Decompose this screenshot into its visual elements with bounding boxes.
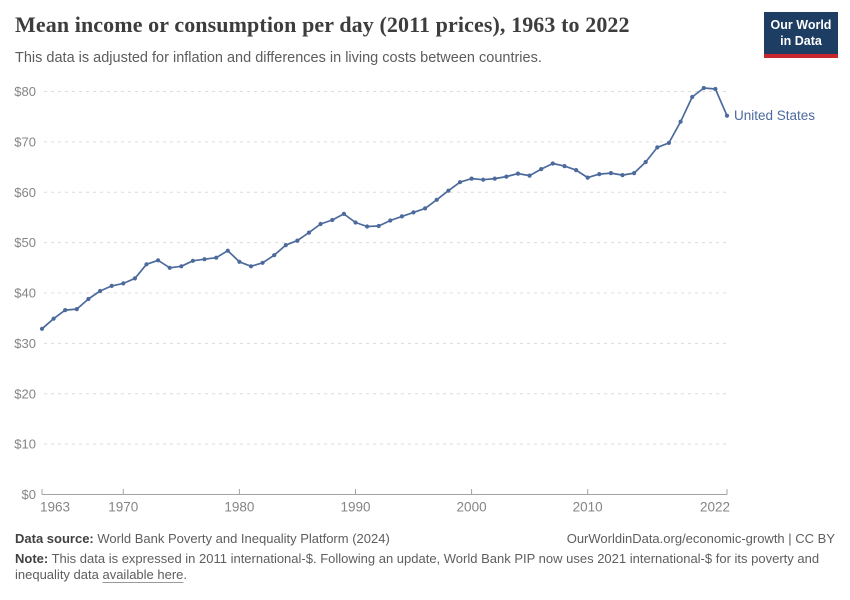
data-point[interactable] [666, 140, 672, 145]
data-point[interactable] [74, 307, 79, 312]
note-suffix: . [183, 567, 188, 583]
y-axis-label: $80 [14, 84, 36, 99]
y-axis-label: $60 [14, 185, 36, 200]
data-point[interactable] [597, 172, 602, 177]
data-point[interactable] [156, 258, 161, 263]
y-axis-label: $50 [14, 235, 36, 250]
x-axis-label: 1980 [224, 500, 254, 515]
line-chart[interactable]: $0 $10 $20 $30 $40 $50 $60 $70 $80 1963 1970 1980 19… [0, 0, 850, 528]
owid-logo-line2: in Data [780, 33, 822, 48]
chart-note: Note: This data is expressed in 2011 int… [15, 551, 830, 584]
data-point[interactable] [388, 218, 393, 223]
data-point[interactable] [678, 119, 683, 124]
x-axis-label: 1963 [40, 500, 70, 515]
data-point[interactable] [51, 316, 56, 321]
data-point[interactable] [632, 171, 637, 176]
owid-logo-line1: Our World [770, 18, 832, 32]
data-point[interactable] [608, 171, 614, 176]
data-point[interactable] [167, 265, 172, 270]
data-point[interactable] [574, 168, 579, 173]
data-point[interactable] [109, 283, 114, 288]
data-point[interactable] [365, 224, 370, 229]
attribution-license: OurWorldinData.org/economic-growth | CC … [566, 531, 835, 546]
y-axis-label: $30 [14, 336, 36, 351]
data-point[interactable] [423, 206, 428, 211]
data-point[interactable] [713, 86, 718, 92]
x-axis-label: 2022 [700, 500, 730, 515]
y-axis-label: $10 [14, 437, 36, 452]
data-point[interactable] [724, 113, 730, 118]
data-point[interactable] [690, 94, 695, 100]
data-point[interactable] [283, 243, 288, 248]
data-point[interactable] [132, 276, 137, 281]
data-point[interactable] [492, 176, 497, 181]
data-point[interactable] [63, 308, 68, 313]
data-point[interactable] [202, 257, 207, 262]
y-axis-label: $70 [14, 134, 36, 149]
data-point[interactable] [306, 230, 312, 235]
data-point[interactable] [504, 174, 509, 179]
data-point[interactable] [190, 258, 195, 263]
available-here-link[interactable]: available here [102, 567, 184, 583]
data-point[interactable] [121, 281, 126, 286]
data-point[interactable] [550, 161, 555, 166]
data-point[interactable] [701, 85, 706, 91]
data-source-label: Data source: [15, 531, 94, 546]
data-point[interactable] [376, 223, 381, 229]
data-point[interactable] [248, 264, 254, 269]
data-point[interactable] [318, 221, 323, 227]
data-point[interactable] [272, 253, 277, 258]
data-point[interactable] [515, 171, 521, 176]
data-point[interactable] [585, 175, 590, 180]
series-label-united-states[interactable]: United States [734, 108, 815, 123]
data-point[interactable] [86, 296, 91, 302]
data-point[interactable] [341, 211, 346, 216]
y-axis-label: $20 [14, 386, 36, 401]
data-point[interactable] [469, 176, 474, 181]
chart-title: Mean income or consumption per day (2011… [15, 12, 630, 37]
data-point[interactable] [562, 164, 567, 169]
data-point[interactable] [179, 264, 184, 269]
x-axis-label: 2000 [457, 500, 487, 515]
data-point[interactable] [481, 177, 486, 182]
data-point[interactable] [620, 173, 625, 178]
x-axis-label: 1990 [340, 500, 370, 515]
data-point[interactable] [237, 259, 242, 264]
data-point[interactable] [144, 262, 149, 267]
x-axis-label: 2010 [573, 500, 603, 515]
data-point[interactable] [225, 248, 230, 253]
data-point[interactable] [353, 220, 358, 225]
data-point[interactable] [399, 214, 404, 219]
data-point[interactable] [643, 159, 648, 165]
note-text: This data is expressed in 2011 internati… [15, 551, 820, 583]
data-point[interactable] [457, 180, 463, 185]
data-point[interactable] [411, 210, 416, 215]
data-point[interactable] [446, 188, 451, 193]
chart-subtitle: This data is adjusted for inflation and … [15, 50, 542, 66]
note-label: Note: [15, 551, 49, 566]
data-point[interactable] [295, 238, 300, 243]
y-axis-label: $0 [22, 487, 36, 502]
data-point[interactable] [98, 288, 103, 294]
data-point[interactable] [39, 326, 45, 331]
data-point[interactable] [330, 217, 335, 223]
y-axis-label: $40 [14, 286, 36, 301]
owid-logo[interactable]: Our World in Data [764, 12, 838, 59]
x-axis-label: 1970 [108, 500, 138, 515]
data-source: Data source: World Bank Poverty and Ineq… [15, 531, 390, 546]
data-point[interactable] [527, 173, 532, 178]
chart-footer: Data source: World Bank Poverty and Ineq… [15, 531, 835, 584]
data-point[interactable] [214, 255, 219, 260]
data-source-text: World Bank Poverty and Inequality Platfo… [97, 531, 390, 546]
data-point[interactable] [260, 260, 265, 265]
data-point[interactable] [539, 167, 544, 172]
data-point[interactable] [655, 145, 660, 150]
data-point[interactable] [434, 197, 439, 202]
